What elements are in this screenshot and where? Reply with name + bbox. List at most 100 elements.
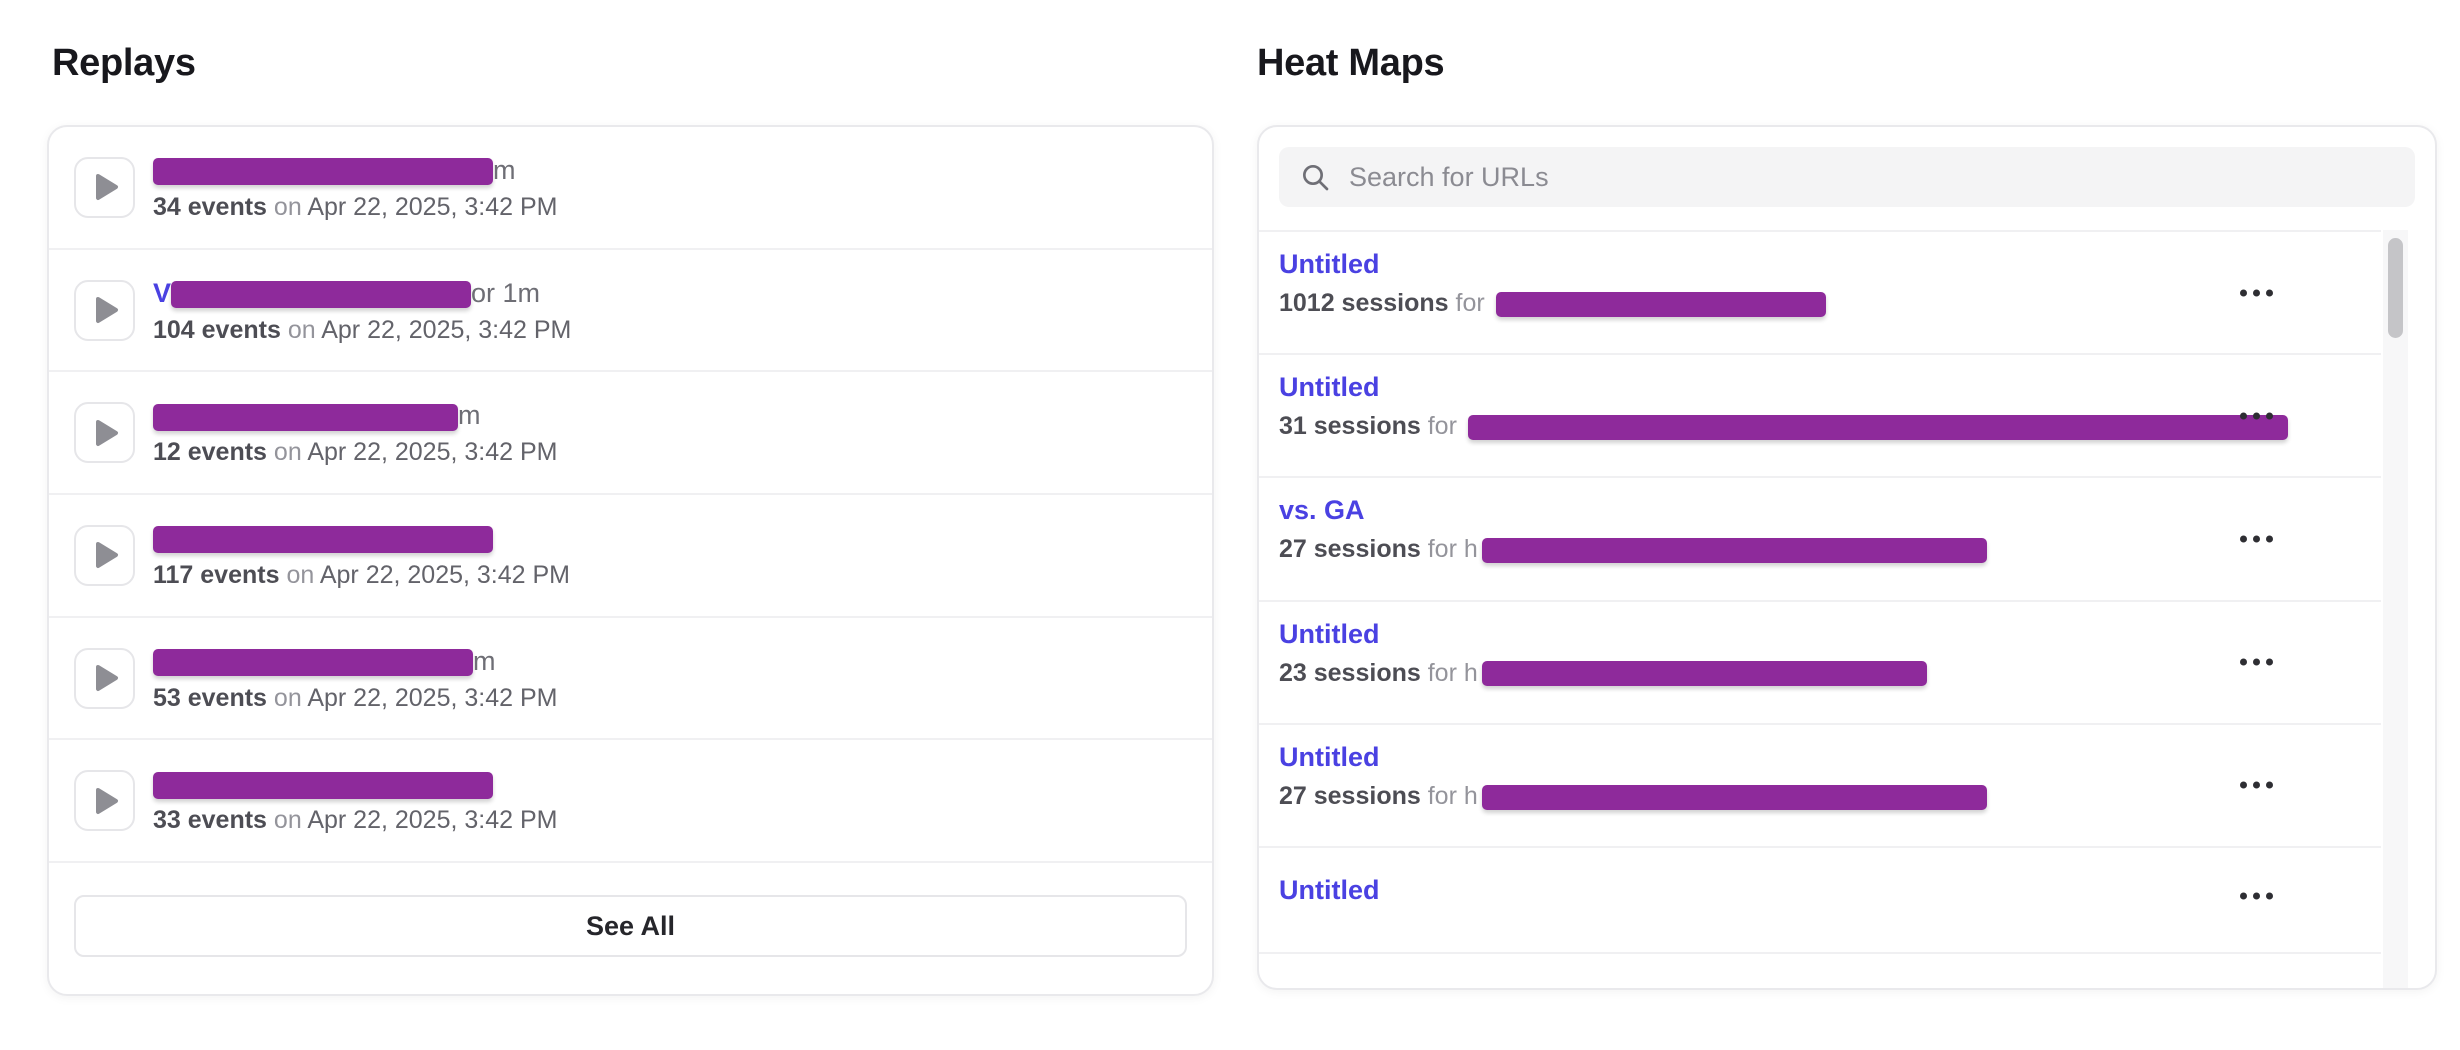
more-dot [2253, 535, 2260, 543]
search-icon [1303, 165, 1329, 191]
scrollbar-thumb[interactable] [2388, 238, 2403, 338]
heatmap-sessions-count: 27 sessions [1279, 781, 1421, 810]
more-dot [2240, 289, 2247, 297]
replay-date: Apr 22, 2025, 3:42 PM [307, 683, 558, 712]
more-menu-button[interactable] [2232, 404, 2281, 427]
replay-date: Apr 22, 2025, 3:42 PM [307, 438, 558, 467]
replay-meta: 104 events on Apr 22, 2025, 3:42 PM [153, 315, 571, 345]
play-icon [95, 297, 118, 324]
play-icon [95, 419, 118, 446]
replay-events-count: 12 events [153, 438, 267, 467]
replay-text: 33 events on Apr 22, 2025, 3:42 PM [153, 766, 557, 835]
heatmap-for-label: for [1427, 781, 1457, 810]
replay-text: m 34 events on Apr 22, 2025, 3:42 PM [153, 153, 557, 222]
heatmaps-card: Untitled 1012 sessions for Untitled 31 s… [1257, 125, 2437, 990]
heatmap-link[interactable]: Untitled [1279, 874, 1380, 905]
heatmap-meta: 1012 sessions for [1279, 288, 2381, 318]
more-dot [2253, 289, 2260, 297]
replay-text: 117 events on Apr 22, 2025, 3:42 PM [153, 521, 570, 590]
replay-item: 33 events on Apr 22, 2025, 3:42 PM [49, 740, 1212, 864]
play-button[interactable] [74, 402, 135, 464]
more-menu-button[interactable] [2232, 651, 2281, 674]
replays-heading: Replays [52, 42, 196, 84]
play-button[interactable] [74, 770, 135, 832]
redaction-bar [1481, 784, 1987, 810]
heatmap-item: Untitled 27 sessions for h [1259, 725, 2381, 848]
more-menu-button[interactable] [2232, 884, 2281, 907]
heatmap-link[interactable]: Untitled [1279, 741, 1380, 772]
more-dot [2240, 535, 2247, 543]
heatmap-meta: 27 sessions for h [1279, 534, 2381, 564]
replay-name-line [153, 521, 570, 555]
heatmap-sessions-count: 1012 sessions [1279, 289, 1449, 317]
replay-meta: 34 events on Apr 22, 2025, 3:42 PM [153, 192, 557, 222]
clipped-link-sliver: Untitled [1279, 982, 1295, 988]
heatmap-link[interactable]: Untitled [1279, 372, 1380, 403]
play-button[interactable] [74, 647, 135, 709]
redaction-bar [1481, 538, 1987, 564]
replay-name-link[interactable]: V [153, 277, 172, 308]
replay-date: Apr 22, 2025, 3:42 PM [307, 192, 558, 221]
heatmaps-list: Untitled 1012 sessions for Untitled 31 s… [1259, 230, 2381, 988]
search-urls-input[interactable] [1347, 160, 2395, 194]
more-menu-button[interactable] [2232, 774, 2281, 797]
redaction-bar [153, 771, 493, 799]
play-button[interactable] [74, 156, 135, 218]
more-dot [2266, 289, 2273, 297]
replay-visit-suffix: m [473, 645, 496, 676]
play-button[interactable] [74, 279, 135, 341]
redaction-bar [153, 158, 493, 186]
see-all-button[interactable]: See All [74, 895, 1187, 957]
play-button[interactable] [74, 524, 135, 586]
replay-meta: 33 events on Apr 22, 2025, 3:42 PM [153, 805, 557, 835]
replay-date: Apr 22, 2025, 3:42 PM [321, 315, 572, 344]
heatmap-url-prefix: h [1463, 535, 1478, 564]
search-bar [1279, 147, 2415, 207]
heatmap-url-prefix: h [1463, 781, 1478, 810]
replay-name-line: m [153, 398, 557, 432]
more-dot [2240, 658, 2247, 666]
play-icon [95, 542, 118, 569]
redaction-bar [1481, 661, 1927, 687]
replay-visit-suffix: m [458, 400, 481, 431]
redaction-bar [153, 648, 473, 676]
heatmap-meta: 23 sessions for h [1279, 658, 2381, 688]
heatmap-link[interactable]: Untitled [1279, 982, 1295, 988]
heatmap-item: Untitled 31 sessions for [1259, 355, 2381, 479]
redaction-bar [153, 526, 493, 554]
heatmap-link[interactable]: Untitled [1279, 618, 1380, 649]
more-dot [2266, 412, 2273, 420]
replay-on-label: on [287, 315, 316, 344]
more-menu-button[interactable] [2232, 281, 2281, 304]
heatmaps-heading: Heat Maps [1257, 42, 1445, 84]
replay-item: m 53 events on Apr 22, 2025, 3:42 PM [49, 618, 1212, 741]
heatmap-link[interactable]: vs. GA [1279, 495, 1365, 526]
play-icon [95, 787, 118, 814]
heatmap-for-label: for [1427, 412, 1457, 441]
replay-events-count: 34 events [153, 192, 267, 221]
scrollbar-track[interactable] [2383, 230, 2408, 988]
more-dot [2240, 892, 2247, 900]
heatmap-sessions-count: 23 sessions [1279, 658, 1421, 687]
more-dot [2266, 781, 2273, 789]
redaction-bar [171, 280, 472, 308]
replay-item: m 12 events on Apr 22, 2025, 3:42 PM [49, 372, 1212, 496]
more-menu-button[interactable] [2232, 527, 2281, 550]
heatmap-link[interactable]: Untitled [1279, 249, 1380, 279]
replay-events-count: 104 events [153, 315, 281, 344]
replay-events-count: 33 events [153, 806, 267, 835]
heatmap-item: Untitled 1012 sessions for [1259, 232, 2381, 356]
replay-meta: 117 events on Apr 22, 2025, 3:42 PM [153, 560, 570, 590]
heatmap-item: vs. GA 27 sessions for h [1259, 478, 2381, 602]
more-dot [2266, 535, 2273, 543]
search-urls-field[interactable] [1279, 147, 2415, 207]
replay-meta: 53 events on Apr 22, 2025, 3:42 PM [153, 683, 557, 713]
heatmap-item-partial: Untitled [1259, 954, 2381, 988]
replay-events-count: 117 events [153, 560, 280, 589]
heatmap-for-label: for [1427, 658, 1457, 687]
replay-visit-suffix: or 1m [471, 277, 541, 308]
replay-name-line: m [153, 153, 557, 187]
